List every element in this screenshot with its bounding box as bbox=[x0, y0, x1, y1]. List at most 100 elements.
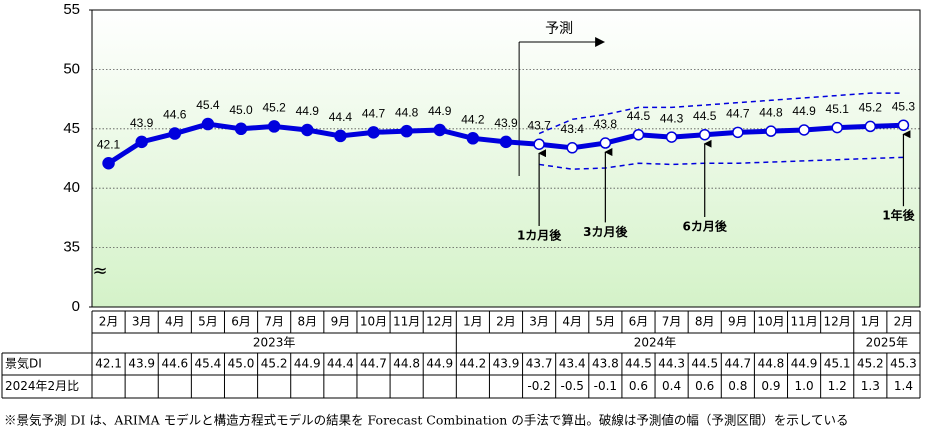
data-label: 44.5 bbox=[627, 109, 651, 123]
data-label: 45.2 bbox=[859, 101, 883, 115]
di-cell: 43.9 bbox=[128, 357, 155, 371]
data-label: 44.9 bbox=[296, 104, 320, 118]
point bbox=[135, 135, 148, 149]
di-cell: 44.9 bbox=[294, 357, 321, 371]
point bbox=[234, 122, 248, 136]
month-label: 7月 bbox=[264, 315, 284, 329]
point bbox=[466, 132, 480, 145]
di-cell: 44.8 bbox=[758, 357, 785, 371]
di-cell: 45.4 bbox=[195, 357, 222, 371]
point bbox=[798, 124, 810, 136]
data-label: 45.0 bbox=[229, 103, 253, 117]
forecast-label: 予測 bbox=[545, 21, 573, 37]
point bbox=[267, 120, 281, 133]
di-cell: 43.8 bbox=[592, 357, 619, 371]
di-cell: 44.5 bbox=[691, 357, 718, 371]
change-cell: 1.4 bbox=[894, 379, 913, 393]
data-label: 43.9 bbox=[130, 116, 154, 130]
data-label: 43.4 bbox=[561, 122, 585, 136]
di-cell: 44.6 bbox=[161, 357, 188, 371]
data-label: 44.7 bbox=[726, 107, 750, 121]
row-label: 2024年2月比 bbox=[5, 379, 79, 393]
month-label: 7月 bbox=[662, 315, 682, 329]
point bbox=[301, 123, 314, 137]
point bbox=[102, 157, 115, 170]
change-cell: 1.3 bbox=[861, 379, 880, 393]
y-tick-label: 0 bbox=[72, 298, 80, 315]
di-cell: 45.1 bbox=[824, 357, 851, 371]
month-label: 4月 bbox=[562, 315, 582, 329]
data-label: 43.9 bbox=[494, 116, 518, 130]
change-cell: 0.6 bbox=[629, 379, 648, 393]
data-label: 45.2 bbox=[262, 101, 286, 115]
di-cell: 45.3 bbox=[890, 357, 917, 371]
annotation: 1年後 bbox=[882, 208, 915, 223]
data-label: 45.1 bbox=[826, 102, 850, 116]
year-label: 2024年 bbox=[634, 336, 677, 350]
data-label: 44.8 bbox=[759, 105, 783, 119]
month-label: 12月 bbox=[824, 315, 851, 329]
point bbox=[698, 128, 711, 141]
data-label: 44.7 bbox=[362, 107, 386, 121]
point bbox=[665, 131, 678, 143]
interval-lower bbox=[539, 156, 904, 170]
y-tick-label: 55 bbox=[63, 1, 80, 18]
point bbox=[897, 119, 910, 131]
month-label: 8月 bbox=[695, 315, 715, 329]
axis-break: ≈ bbox=[92, 260, 107, 281]
interval-upper bbox=[538, 92, 904, 135]
di-cell: 44.8 bbox=[393, 357, 420, 371]
change-cell: -0.2 bbox=[527, 379, 550, 393]
point bbox=[201, 117, 215, 131]
month-label: 2月 bbox=[99, 315, 119, 329]
year-label: 2023年 bbox=[253, 336, 296, 350]
change-cell: -0.1 bbox=[594, 379, 617, 393]
point bbox=[533, 138, 545, 150]
di-cell: 45.2 bbox=[261, 357, 288, 371]
point bbox=[168, 127, 182, 140]
point bbox=[334, 129, 347, 143]
annotation: 6カ月後 bbox=[683, 219, 728, 234]
month-label: 6月 bbox=[629, 315, 649, 329]
di-cell: 43.7 bbox=[526, 357, 553, 371]
year-label: 2025年 bbox=[866, 336, 909, 350]
di-cell: 44.9 bbox=[426, 357, 453, 371]
data-label: 44.6 bbox=[163, 108, 187, 122]
annotation: 1カ月後 bbox=[517, 228, 562, 243]
point bbox=[732, 126, 744, 139]
change-cell: 0.6 bbox=[695, 379, 714, 393]
month-label: 10月 bbox=[757, 315, 784, 329]
data-label: 44.5 bbox=[693, 109, 717, 123]
di-cell: 44.5 bbox=[625, 357, 652, 371]
di-cell: 44.7 bbox=[360, 357, 387, 371]
di-cell: 44.7 bbox=[724, 357, 751, 371]
change-cell: -0.5 bbox=[561, 379, 584, 393]
point bbox=[632, 128, 645, 141]
point bbox=[367, 126, 380, 139]
month-label: 9月 bbox=[331, 315, 351, 329]
point bbox=[765, 125, 777, 137]
plot-border bbox=[91, 9, 921, 308]
month-label: 2月 bbox=[894, 315, 914, 329]
month-label: 3月 bbox=[529, 315, 549, 329]
data-label: 42.1 bbox=[97, 137, 121, 151]
change-cell: 1.0 bbox=[795, 379, 814, 393]
di-cell: 43.4 bbox=[559, 357, 586, 371]
change-cell: 0.9 bbox=[761, 379, 780, 393]
data-label: 44.2 bbox=[461, 112, 485, 126]
month-label: 12月 bbox=[426, 315, 453, 329]
month-label: 5月 bbox=[596, 315, 616, 329]
di-cell: 44.2 bbox=[460, 357, 487, 371]
footnote: ※景気予測 DI は、ARIMA モデルと構造方程式モデルの結果を Foreca… bbox=[4, 413, 848, 428]
data-label: 43.8 bbox=[594, 117, 618, 131]
annotation: 3カ月後 bbox=[583, 224, 628, 239]
data-label: 44.9 bbox=[428, 104, 452, 118]
y-tick-label: 50 bbox=[63, 60, 80, 77]
di-cell: 44.9 bbox=[791, 357, 818, 371]
y-tick-label: 40 bbox=[63, 179, 80, 196]
month-label: 10月 bbox=[360, 315, 387, 329]
data-label: 44.8 bbox=[395, 105, 419, 119]
y-tick-label: 35 bbox=[63, 239, 80, 256]
change-cell: 0.4 bbox=[662, 379, 681, 393]
